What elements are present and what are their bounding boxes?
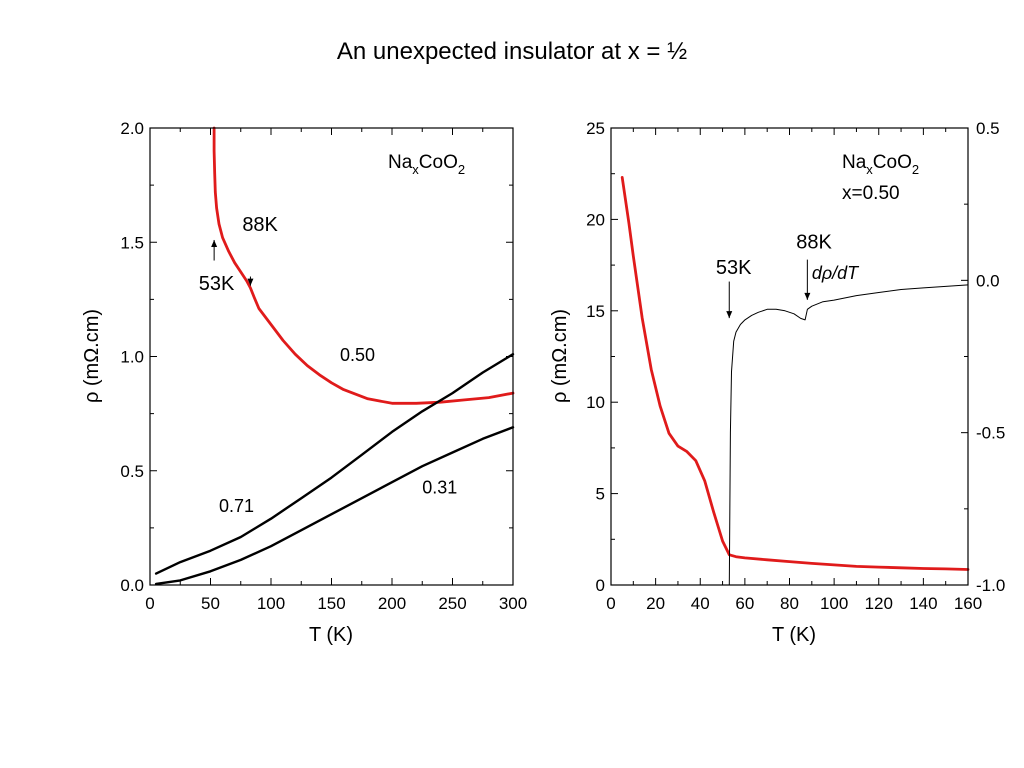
right-y-tick-label: 0 — [596, 576, 605, 595]
left-annotation-label: 53K — [199, 273, 235, 295]
right-x-tick-label: 100 — [820, 594, 848, 613]
chart-left: 0.50 0.71 0.31 88K 53K 0 50 100 150 200 250 300 0.0… — [81, 119, 527, 646]
left-series-line-2 — [154, 426, 515, 586]
slide-title: An unexpected insulator at x = ½ — [336, 38, 688, 65]
left-x-tick-label: 50 — [201, 594, 220, 613]
left-series-line-1 — [154, 353, 515, 575]
left-y-tick-label: 0.0 — [120, 576, 144, 595]
right-x-tick-label: 0 — [606, 594, 615, 613]
right-annotation-label: 53K — [716, 257, 752, 279]
left-y-tick-label: 1.5 — [120, 233, 144, 252]
left-annotation-arrowhead — [247, 278, 254, 286]
left-y-axis-label: ρ (mΩ.cm) — [81, 309, 103, 403]
right-x-tick-label: 40 — [691, 594, 710, 613]
right-y2-tick-label: -1.0 — [976, 576, 1005, 595]
left-x-tick-label: 300 — [499, 594, 527, 613]
left-plot-area: 0.50 0.71 0.31 88K 53K — [154, 126, 515, 586]
right-y2-tick-label: 0.5 — [976, 119, 1000, 138]
left-series-line-0 — [212, 126, 515, 405]
right-y-tick-label: 5 — [596, 485, 605, 504]
right-annotation-arrowhead — [804, 292, 811, 300]
right-annotation-arrowhead — [726, 311, 733, 319]
left-compound-label: NaxCoO2 — [388, 152, 465, 177]
right-y-axis-label: ρ (mΩ.cm) — [549, 309, 571, 403]
right-y2-tick-label: 0.0 — [976, 271, 1000, 290]
left-annotation-label: 88K — [242, 214, 278, 236]
right-x-tick-label: 60 — [735, 594, 754, 613]
right-y-tick-label: 10 — [586, 393, 605, 412]
right-composition-label: x=0.50 — [842, 183, 900, 204]
right-compound-label: NaxCoO2 — [842, 152, 919, 177]
right-annotation-label: 88K — [796, 232, 832, 254]
right-series-line-1 — [728, 284, 969, 586]
left-axis-ticks: 0 50 100 150 200 250 300 0.0 0.5 1.0 1.5 2.0 — [120, 119, 527, 613]
left-x-tick-label: 0 — [145, 594, 154, 613]
right-x-tick-label: 80 — [780, 594, 799, 613]
left-y-tick-label: 0.5 — [120, 462, 144, 481]
left-y-tick-label: 1.0 — [120, 348, 144, 367]
chart-right: dρ/dT 53K 88K 0 20 40 60 80 100 120 140 160 0 5 10 15 2… — [549, 119, 1005, 646]
left-series-label: 0.31 — [422, 478, 457, 498]
left-x-axis-label: T (K) — [309, 624, 353, 646]
right-plot-area: dρ/dT 53K 88K — [620, 176, 970, 586]
left-plot-frame — [149, 127, 514, 586]
right-y2-tick-label: -0.5 — [976, 424, 1005, 443]
right-x-tick-label: 140 — [909, 594, 937, 613]
right-series-label: dρ/dT — [812, 263, 860, 283]
right-plot-frame — [610, 127, 969, 586]
right-series-line-0 — [620, 176, 970, 571]
right-x-tick-label: 120 — [865, 594, 893, 613]
left-x-tick-label: 150 — [317, 594, 345, 613]
left-series-label: 0.50 — [340, 345, 375, 365]
left-x-tick-label: 100 — [257, 594, 285, 613]
left-series-label: 0.71 — [219, 496, 254, 516]
left-annotation-arrowhead — [211, 239, 218, 247]
left-x-tick-label: 250 — [438, 594, 466, 613]
left-y-tick-label: 2.0 — [120, 119, 144, 138]
right-y-tick-label: 20 — [586, 210, 605, 229]
right-y-tick-label: 25 — [586, 119, 605, 138]
left-x-tick-label: 200 — [378, 594, 406, 613]
right-x-axis-label: T (K) — [772, 624, 816, 646]
right-y-tick-label: 15 — [586, 302, 605, 321]
right-axis-ticks: 0 20 40 60 80 100 120 140 160 0 5 10 15 20 25 -1.0 -0.5 0… — [586, 119, 1005, 613]
right-x-tick-label: 20 — [646, 594, 665, 613]
right-x-tick-label: 160 — [954, 594, 982, 613]
